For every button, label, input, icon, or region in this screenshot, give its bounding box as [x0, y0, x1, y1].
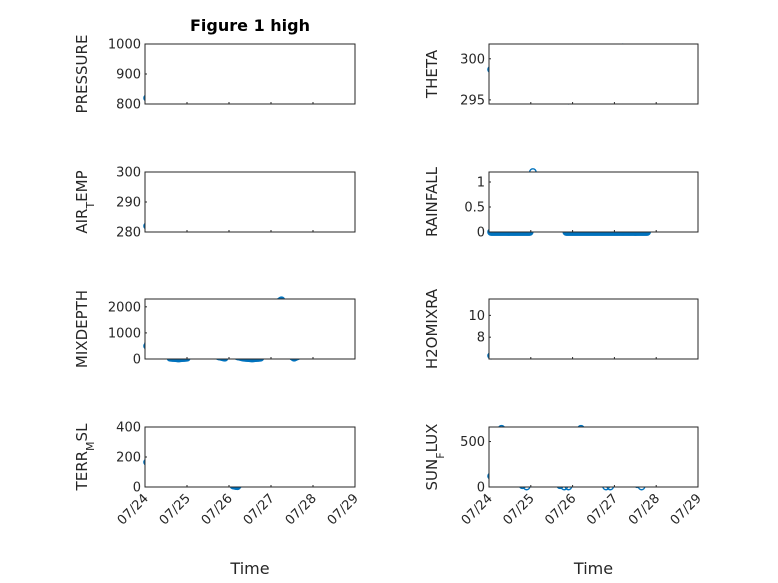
subplot-rainfall: 0 0.5 1 RAINFALL	[423, 166, 699, 241]
figure-title: Figure 1 high	[190, 16, 310, 35]
y-tick-label: 300	[116, 166, 141, 181]
y-axis-label: AIRTEMP	[73, 170, 97, 233]
y-tick-label: 1000	[108, 38, 141, 53]
axes-frame	[144, 171, 356, 233]
subplot-sun_flux: 0 500 SUNFLUX 07/24 07/25 07/26 07/27 07/28 07/2…	[423, 424, 705, 578]
y-tick-label: 500	[460, 435, 485, 450]
x-tick-label: 07/28	[283, 491, 320, 528]
y-axis-label: H2OMIXRA	[423, 288, 441, 369]
axes-frame	[488, 171, 699, 233]
y-axis-label: THETA	[423, 49, 441, 99]
subplot-terr_msl: 0 200 400 TERRMSL 07/24 07/25 07/26 07/27 07/28 0…	[73, 421, 362, 579]
y-tick-label: 10	[468, 309, 485, 324]
x-tick-label: 07/24	[115, 491, 152, 528]
y-tick-label: 0	[133, 353, 141, 368]
y-tick-label: 2000	[108, 300, 141, 315]
x-tick-label: 07/24	[459, 491, 496, 528]
x-axis-label: Time	[573, 559, 613, 578]
y-tick-label: 0	[133, 481, 141, 496]
x-tick-label: 07/26	[542, 491, 579, 528]
subplot-mixdepth: 0 1000 2000 MIXDEPTH	[73, 290, 356, 368]
y-tick-label: 280	[116, 226, 141, 241]
y-tick-label: 8	[477, 331, 485, 346]
axes-frame	[488, 43, 699, 105]
subplot-pressure: 800 900 1000 PRESSURE	[73, 35, 356, 114]
y-tick-label: 0.5	[464, 201, 485, 216]
y-axis-label: PRESSURE	[73, 35, 91, 114]
y-tick-label: 1000	[108, 326, 141, 341]
axes-frame	[488, 298, 699, 360]
y-tick-label: 800	[116, 98, 141, 113]
x-tick-label: 07/29	[325, 491, 362, 528]
y-tick-label: 0	[477, 481, 485, 496]
x-tick-label: 07/27	[241, 491, 278, 528]
y-axis-label: TERRMSL	[73, 423, 97, 492]
y-tick-label: 300	[460, 52, 485, 67]
x-tick-label: 07/25	[501, 491, 538, 528]
x-tick-label: 07/27	[584, 491, 621, 528]
y-tick-label: 0	[477, 226, 485, 241]
x-tick-label: 07/29	[668, 491, 705, 528]
axes-frame	[144, 43, 356, 105]
y-tick-label: 1	[477, 176, 485, 191]
axes-frame	[144, 426, 356, 488]
axes-frame	[144, 298, 356, 360]
y-tick-label: 200	[116, 451, 141, 466]
y-tick-label: 290	[116, 196, 141, 211]
x-tick-label: 07/25	[157, 491, 194, 528]
subplot-theta: 295 300 THETA	[423, 43, 699, 108]
axes-frame	[488, 426, 699, 488]
x-tick-label: 07/28	[626, 491, 663, 528]
subplot-h2omixra: 8 10 H2OMIXRA	[423, 288, 699, 369]
y-axis-label: MIXDEPTH	[73, 290, 91, 368]
y-axis-label: SUNFLUX	[423, 424, 447, 491]
y-tick-label: 295	[460, 93, 485, 108]
x-tick-label: 07/26	[199, 491, 236, 528]
y-tick-label: 900	[116, 68, 141, 83]
x-axis-label: Time	[229, 559, 269, 578]
y-axis-label: RAINFALL	[423, 166, 441, 237]
y-tick-label: 400	[116, 421, 141, 436]
subplot-air_temp: 280 290 300 AIRTEMP	[73, 166, 356, 241]
